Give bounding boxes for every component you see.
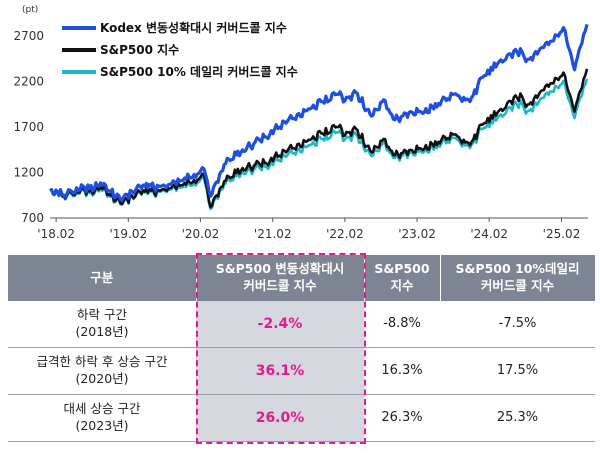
- header-category: 구분: [8, 255, 197, 301]
- cell-value: 25.3%: [440, 394, 595, 442]
- cell-value-highlight: -2.4%: [196, 301, 364, 348]
- y-unit-label: (pt): [22, 5, 38, 15]
- header-sp500: S&P500 지수: [364, 255, 441, 301]
- cell-value-highlight: 26.0%: [196, 394, 364, 442]
- row-label: 급격한 하락 후 상승 구간 (2020년): [8, 347, 196, 395]
- series-line-0: [49, 23, 589, 202]
- series-line-1: [49, 68, 589, 209]
- table-header-row: 구분 S&P500 변동성확대시 커버드콜 지수 S&P500 지수 S&P500 …: [8, 255, 596, 301]
- x-tick-label: '21.02: [254, 227, 292, 241]
- x-tick-label: '19.02: [109, 227, 147, 241]
- header-daily-covered-call: S&P500 10%데일리 커버드콜 지수: [440, 255, 596, 301]
- y-tick-label: 2700: [13, 29, 44, 43]
- row-label: 대세 상승 구간 (2023년): [8, 394, 196, 442]
- x-tick-label: '23.02: [398, 227, 436, 241]
- legend-label-2: S&P500 10% 데일리 커버드콜 지수: [100, 64, 298, 79]
- chart-legend: Kodex 변동성확대시 커버드콜 지수 S&P500 지수 S&P500 10% …: [62, 20, 298, 79]
- legend-label-0: Kodex 변동성확대시 커버드콜 지수: [100, 20, 287, 35]
- cell-value: 17.5%: [440, 347, 595, 395]
- y-tick-label: 1700: [13, 120, 44, 134]
- table-row: 하락 구간 (2018년) -2.4% -8.8% -7.5%: [8, 301, 595, 348]
- table-row: 급격한 하락 후 상승 구간 (2020년) 36.1% 16.3% 17.5%: [8, 347, 595, 395]
- line-chart: 700 1200 1700 2200 2700 (pt) '18.02 '19.02 '20.0…: [13, 5, 589, 241]
- y-tick-label: 700: [21, 211, 44, 225]
- header-volatility-covered-call: S&P500 변동성확대시 커버드콜 지수: [196, 255, 365, 301]
- cell-value-highlight: 36.1%: [196, 347, 364, 395]
- y-tick-label: 1200: [13, 166, 44, 180]
- cell-value: 16.3%: [364, 347, 440, 395]
- chart-series: [49, 23, 589, 211]
- cell-value: 26.3%: [364, 394, 440, 442]
- y-tick-label: 2200: [13, 75, 44, 89]
- cell-value: -7.5%: [440, 301, 595, 348]
- chart-axes: 700 1200 1700 2200 2700 (pt) '18.02 '19.02 '20.0…: [13, 5, 588, 241]
- x-tick-label: '22.02: [326, 227, 364, 241]
- cell-value: -8.8%: [364, 301, 440, 348]
- x-tick-label: '18.02: [37, 227, 75, 241]
- x-tick-label: '20.02: [182, 227, 220, 241]
- performance-table: 구분 S&P500 변동성확대시 커버드콜 지수 S&P500 지수 S&P500 …: [8, 255, 596, 442]
- row-label: 하락 구간 (2018년): [8, 301, 196, 348]
- legend-label-1: S&P500 지수: [100, 42, 179, 57]
- x-tick-label: '24.02: [470, 227, 508, 241]
- table-row: 대세 상승 구간 (2023년) 26.0% 26.3% 25.3%: [8, 394, 595, 442]
- x-tick-label: '25.02: [543, 227, 581, 241]
